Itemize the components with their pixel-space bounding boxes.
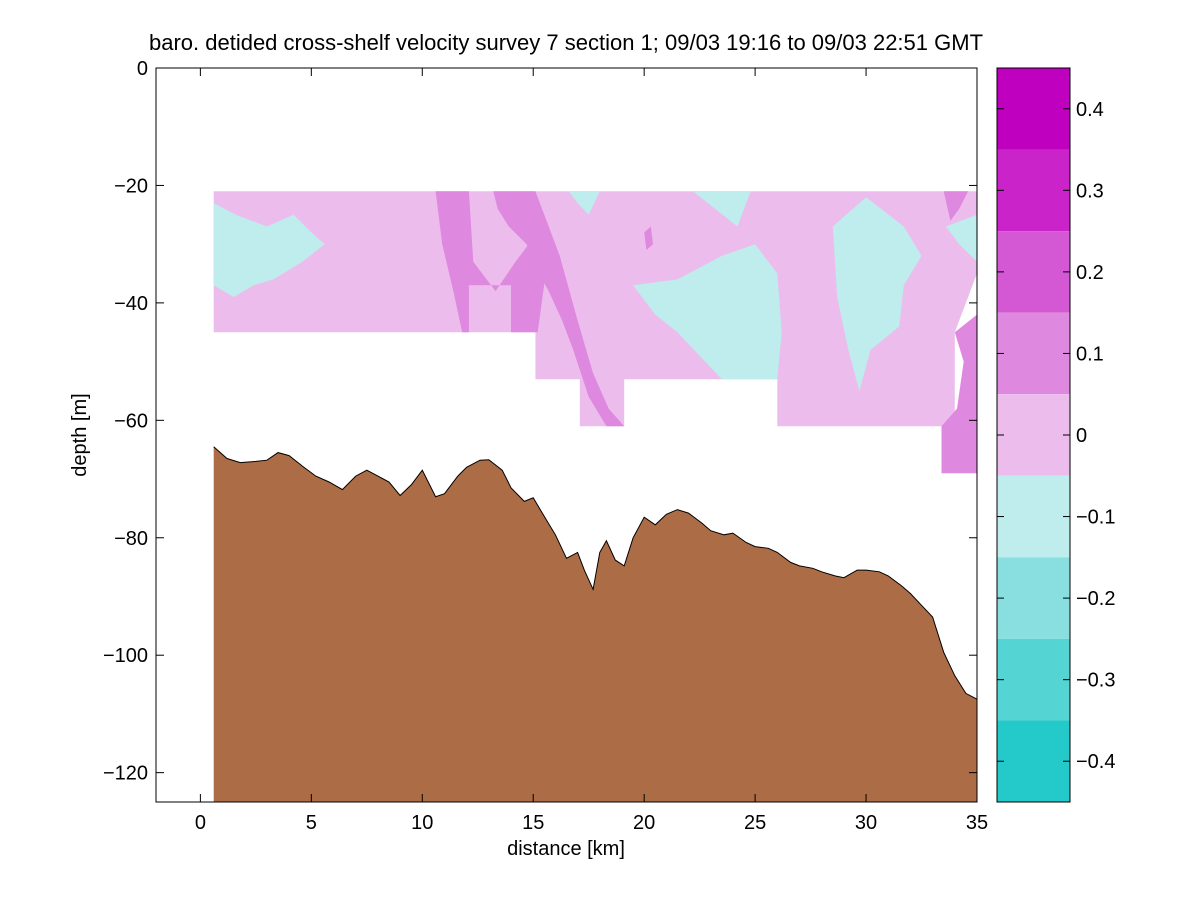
velocity-region-8: [568, 191, 600, 215]
colorbar: 0.4 0.3 0.2 0.1 0 −0.1 −0.2 −0.3 −0.4: [996, 67, 1115, 803]
colorbar-swatch: [997, 231, 1070, 313]
colorbar-swatch: [997, 312, 1070, 395]
velocity-region-3: [493, 191, 625, 427]
seabed-fill: [213, 446, 977, 802]
velocity-region-4: [941, 314, 977, 474]
colorbar-tick-label: 0.2: [1076, 262, 1104, 284]
y-tick-label: −100: [103, 645, 148, 667]
colorbar-swatch: [997, 149, 1070, 232]
colorbar-tick-label: −0.4: [1076, 751, 1115, 773]
y-tick-label: −60: [114, 410, 148, 432]
colorbar-swatch: [997, 638, 1070, 721]
colorbar-tick-label: 0.3: [1076, 180, 1104, 202]
velocity-region-6: [644, 226, 653, 250]
x-tick-label: 0: [195, 812, 206, 834]
seabed-line: [213, 446, 977, 700]
y-tick-label: −120: [103, 763, 148, 785]
y-tick-label: −40: [114, 293, 148, 315]
y-axis-label: depth [m]: [69, 393, 91, 476]
colorbar-swatch: [997, 68, 1070, 150]
axes-frame: [155, 67, 978, 803]
colorbar-swatch: [997, 475, 1070, 558]
x-tick-label: 20: [633, 812, 655, 834]
velocity-region-7: [213, 203, 325, 297]
axis-ticks: 0 5 10 15 20 25 30 35 0 −20 −40 −60 −80 −100 −120: [103, 58, 988, 834]
y-tick-label: 0: [137, 58, 148, 80]
x-tick-label: 35: [966, 812, 988, 834]
colorbar-tick-label: 0.1: [1076, 343, 1104, 365]
plot-area: [156, 68, 977, 802]
y-tick-label: −80: [114, 528, 148, 550]
colorbar-tick-label: −0.3: [1076, 670, 1115, 692]
x-tick-label: 5: [306, 812, 317, 834]
velocity-region-9: [693, 191, 751, 227]
velocity-region-5: [943, 191, 969, 221]
x-tick-label: 15: [522, 812, 544, 834]
colorbar-swatch: [997, 557, 1070, 639]
chart-title: baro. detided cross-shelf velocity surve…: [149, 30, 983, 55]
colorbar-tick-label: −0.2: [1076, 588, 1115, 610]
velocity-region-12: [945, 214, 977, 262]
colorbar-tick-label: −0.1: [1076, 507, 1115, 529]
x-axis-label: distance [km]: [507, 838, 625, 860]
y-tick-label: −20: [114, 175, 148, 197]
colorbar-swatch: [997, 394, 1070, 476]
velocity-region-1: [213, 191, 977, 427]
velocity-region-11: [832, 197, 922, 391]
velocity-region-2: [435, 191, 547, 333]
plot-frame: [155, 67, 978, 803]
x-tick-label: 25: [744, 812, 766, 834]
velocity-region-10: [633, 244, 782, 380]
colorbar-tick-label: 0.4: [1076, 99, 1104, 121]
colorbar-tick-label: 0: [1076, 425, 1087, 447]
colorbar-swatch: [997, 720, 1070, 802]
x-tick-label: 30: [855, 812, 877, 834]
x-tick-label: 10: [411, 812, 433, 834]
